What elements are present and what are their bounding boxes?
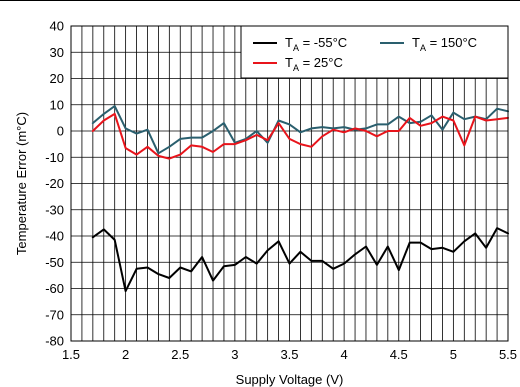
- y-tick-label: -60: [45, 281, 64, 296]
- y-tick-label: 20: [50, 71, 64, 86]
- legend-entry: TA = 150°C: [412, 35, 477, 53]
- y-tick-label: -30: [45, 202, 64, 217]
- y-tick-label: -10: [45, 150, 64, 165]
- legend-entry: TA = 25°C: [285, 55, 343, 73]
- x-tick-label: 4.5: [390, 347, 408, 362]
- x-tick-label: 5.5: [499, 347, 517, 362]
- y-tick-label: 40: [50, 19, 64, 34]
- x-tick-label: 1.5: [62, 347, 80, 362]
- y-tick-label: -80: [45, 334, 64, 349]
- y-tick-label: -40: [45, 229, 64, 244]
- series-line-2: [91, 112, 509, 160]
- legend-entry-prefix: T: [285, 55, 293, 70]
- y-tick-label: 10: [50, 97, 64, 112]
- y-tick-label: 30: [50, 45, 64, 60]
- legend-entry-prefix: T: [412, 35, 420, 50]
- x-tick-label: 5: [450, 347, 457, 362]
- legend-entry-subscript: A: [293, 63, 299, 73]
- y-tick-labels: 40 30 20 10 0 -10 -20 -30 -40 -50 -60 -70 -80: [45, 19, 64, 349]
- top-rule: [0, 0, 520, 1]
- legend-entry-value: = -55°C: [299, 35, 347, 50]
- x-axis-title: Supply Voltage (V): [236, 372, 344, 387]
- x-tick-label: 2.5: [171, 347, 189, 362]
- legend-box: [240, 25, 509, 79]
- legend-entry-subscript: A: [420, 43, 426, 53]
- y-tick-label: 0: [57, 124, 64, 139]
- x-tick-label: 3.5: [280, 347, 298, 362]
- y-tick-label: -20: [45, 176, 64, 191]
- legend-entry: TA = -55°C: [285, 35, 347, 53]
- x-tick-labels: 1.5 2 2.5 3 3.5 4 4.5 5 5.5: [62, 347, 517, 362]
- legend-entry-subscript: A: [293, 43, 299, 53]
- legend-entry-prefix: T: [285, 35, 293, 50]
- series-line-1: [91, 105, 509, 155]
- series-group: [91, 105, 509, 293]
- y-tick-label: -50: [45, 255, 64, 270]
- y-tick-label: -70: [45, 307, 64, 322]
- legend: TA = -55°C TA = 150°CTA = 25°C: [240, 25, 509, 79]
- x-tick-label: 3: [231, 347, 238, 362]
- series-line-0: [91, 227, 509, 293]
- x-tick-label: 2: [122, 347, 129, 362]
- y-axis-title: Temperature Error (m°C): [14, 112, 29, 255]
- legend-entry-value: = 25°C: [299, 55, 343, 70]
- x-tick-label: 4: [341, 347, 348, 362]
- legend-entry-value: = 150°C: [426, 35, 477, 50]
